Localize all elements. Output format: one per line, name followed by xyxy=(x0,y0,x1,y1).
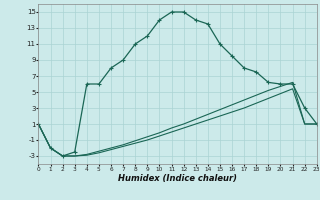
X-axis label: Humidex (Indice chaleur): Humidex (Indice chaleur) xyxy=(118,174,237,183)
